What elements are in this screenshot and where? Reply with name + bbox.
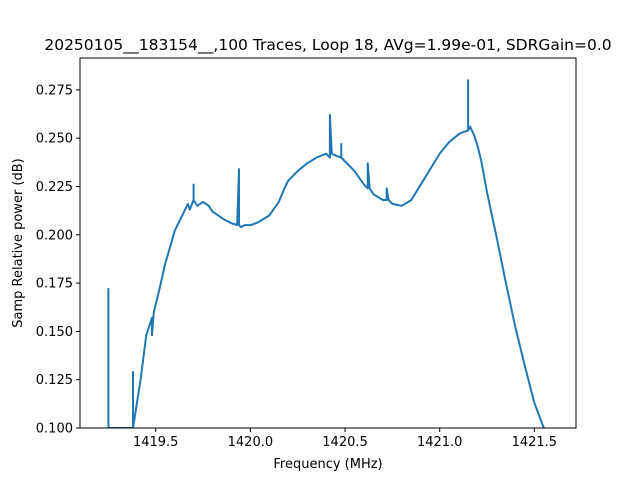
x-tick-label: 1421.5 [512, 435, 558, 450]
y-axis: 0.100 0.125 0.150 0.175 0.200 0.225 0.250 0.275 [36, 83, 80, 437]
plot-area [107, 79, 545, 428]
x-tick-label: 1420.0 [228, 435, 274, 450]
y-tick-label: 0.100 [36, 422, 73, 437]
y-tick-label: 0.250 [36, 132, 73, 147]
y-axis-label: Samp Relative power (dB) [11, 158, 26, 327]
y-tick-label: 0.275 [36, 83, 73, 98]
x-tick-label: 1419.5 [133, 435, 179, 450]
x-axis: 1419.5 1420.0 1420.5 1421.0 1421.5 [133, 428, 557, 450]
x-tick-label: 1420.5 [322, 435, 368, 450]
chart-title: 20250105__183154__,100 Traces, Loop 18, … [44, 36, 611, 55]
y-tick-label: 0.225 [36, 180, 73, 195]
y-tick-label: 0.175 [36, 277, 73, 292]
x-axis-label: Frequency (MHz) [273, 457, 382, 472]
y-tick-label: 0.150 [36, 325, 73, 340]
axes-frame [79, 57, 577, 429]
y-tick-label: 0.125 [36, 373, 73, 388]
x-tick-label: 1421.0 [417, 435, 463, 450]
y-tick-label: 0.200 [36, 228, 73, 243]
series-line-0 [107, 79, 545, 428]
